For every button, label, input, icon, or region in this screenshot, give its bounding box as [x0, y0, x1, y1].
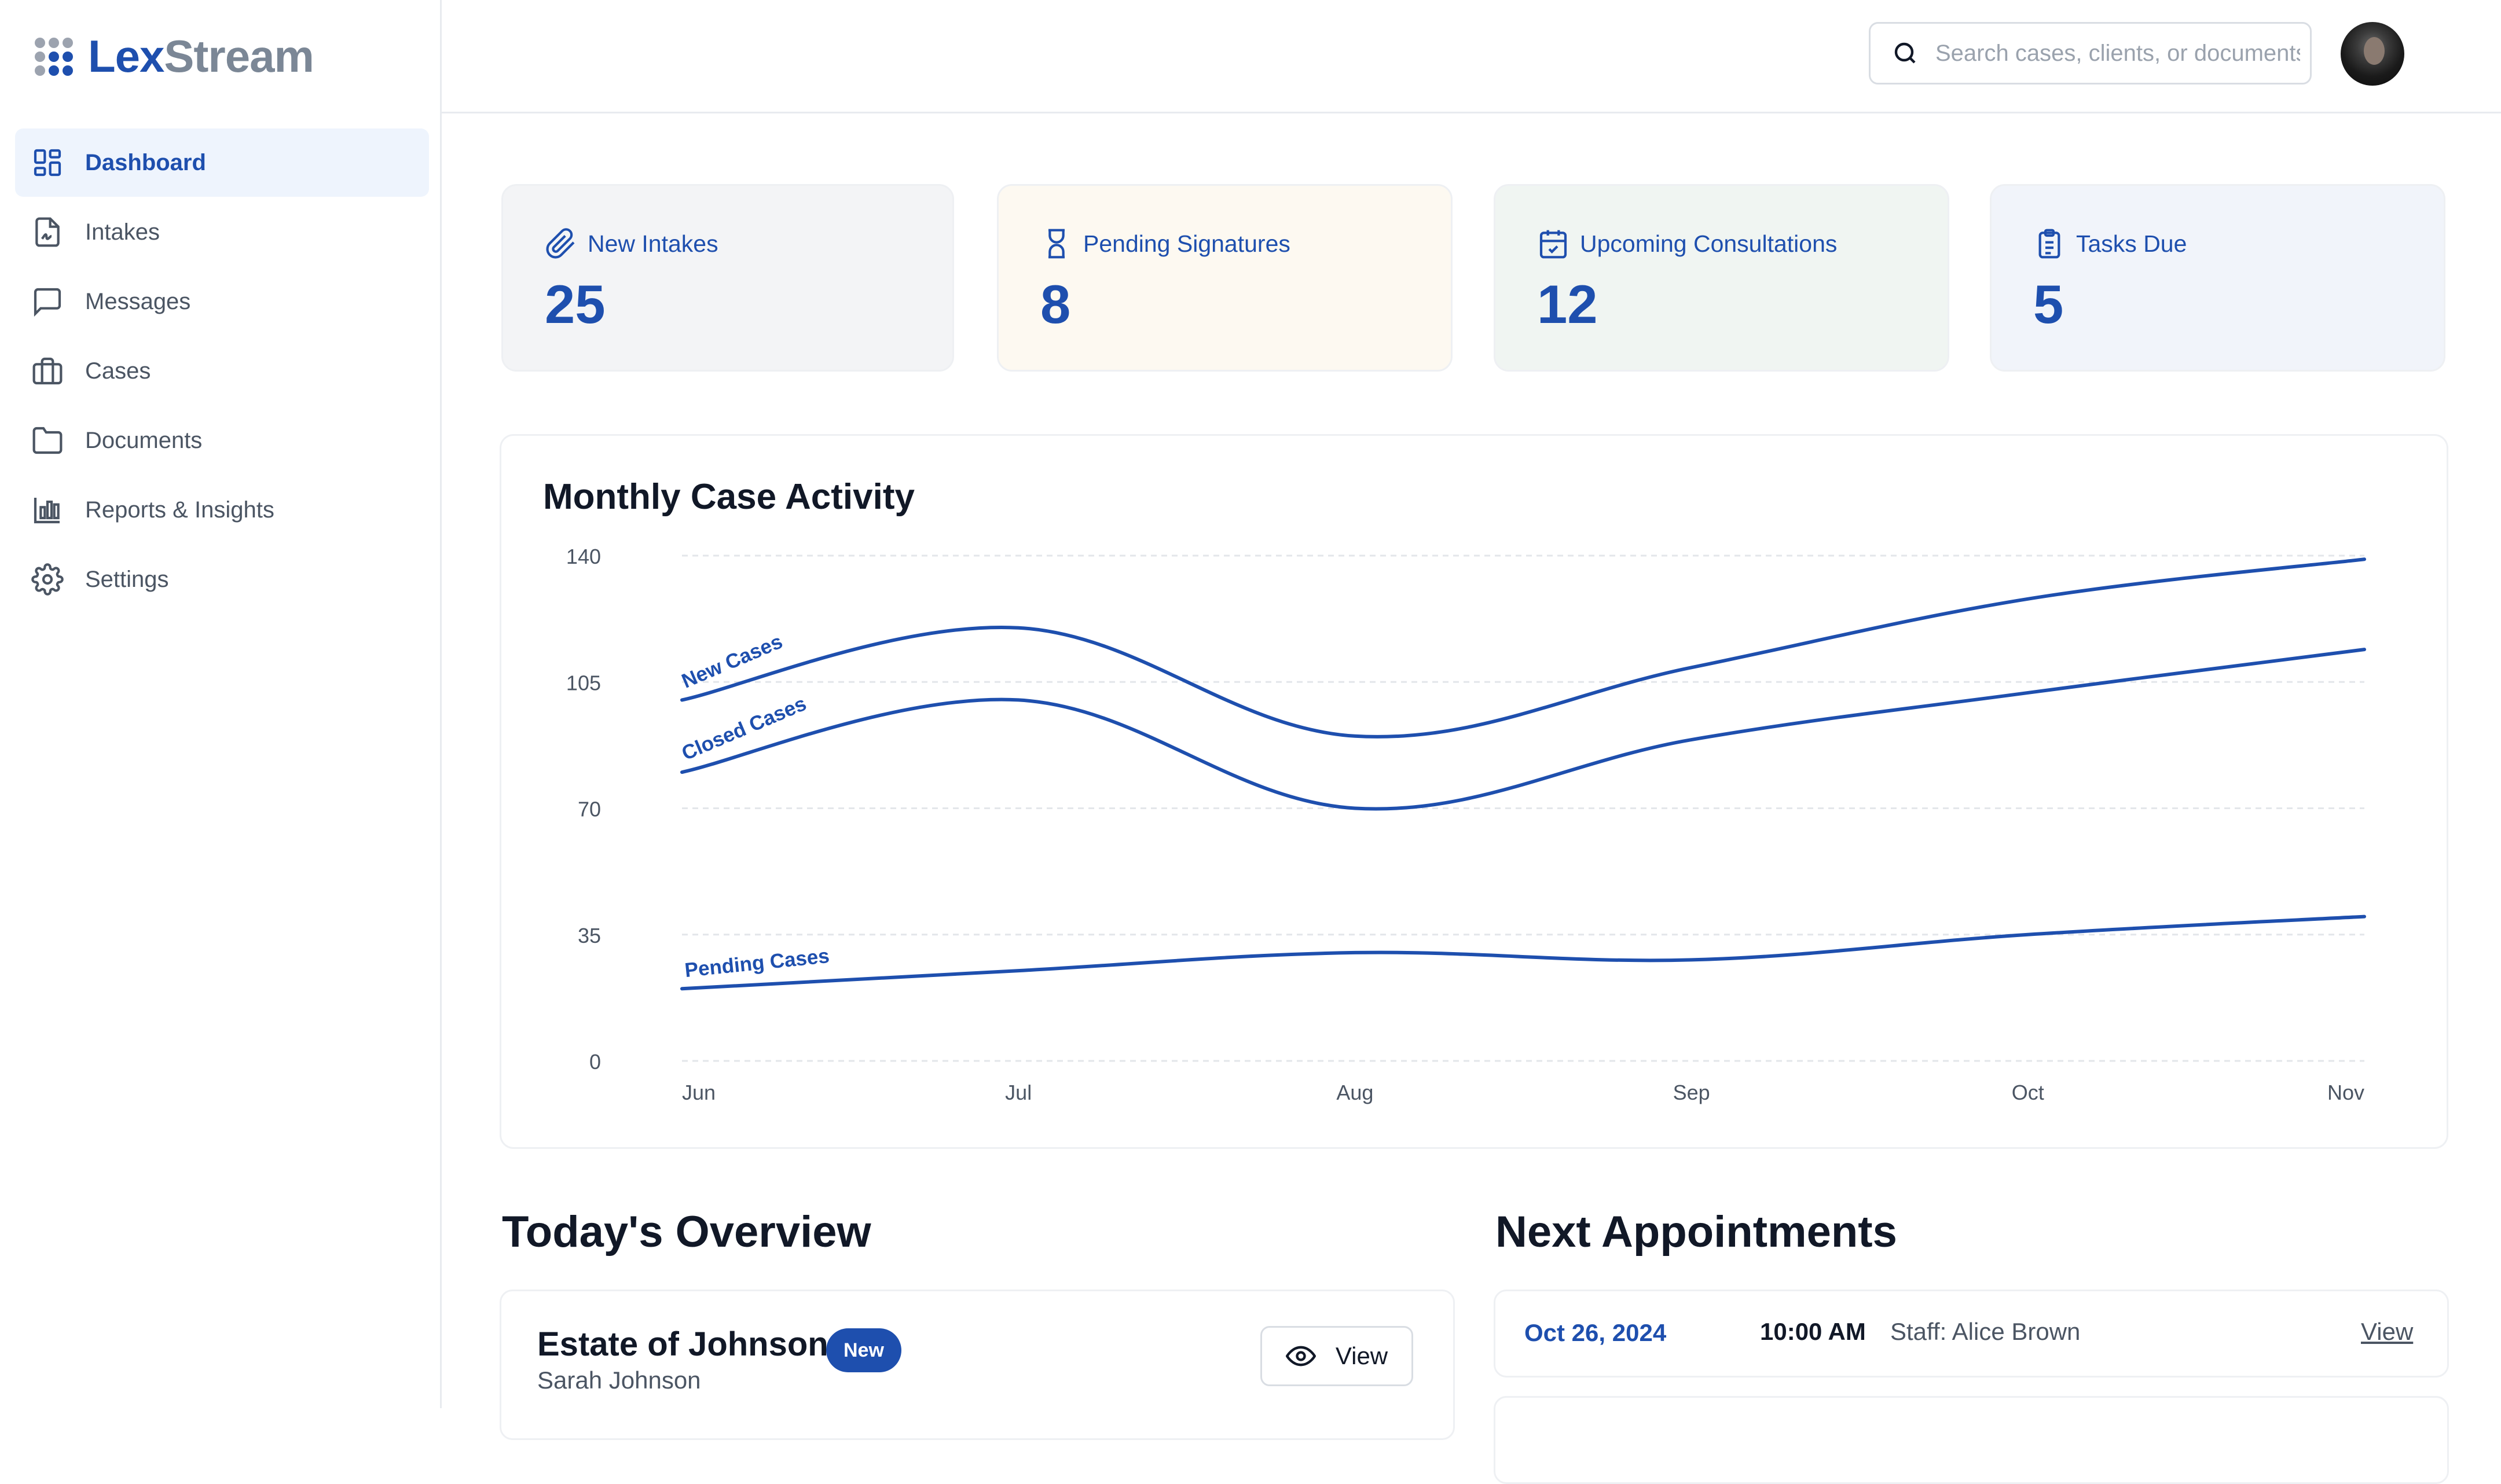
stat-label: Upcoming Consultations [1580, 230, 1838, 257]
search-box[interactable] [1869, 22, 2312, 85]
search-input[interactable] [1934, 39, 2301, 67]
x-tick-label: Jun [682, 1081, 716, 1104]
sidebar-item-cases[interactable]: Cases [15, 337, 429, 405]
sidebar-item-messages[interactable]: Messages [15, 267, 429, 336]
appointment-row[interactable]: Oct 26, 2024 10:00 AM Staff: Alice Brown… [1494, 1290, 2449, 1378]
x-tick-label: Oct [2012, 1081, 2044, 1104]
stat-value: 8 [1040, 274, 1071, 335]
hourglass-icon [1048, 229, 1065, 259]
chart-title: Monthly Case Activity [543, 477, 915, 517]
folder-icon [32, 427, 63, 454]
sidebar-item-intakes[interactable]: Intakes [15, 198, 429, 266]
stat-card-tasks-due[interactable]: Tasks Due 5 [1990, 184, 2445, 372]
x-tick-label: Sep [1673, 1081, 1710, 1104]
view-case-button[interactable]: View [1260, 1326, 1413, 1386]
overview-title: Today's Overview [502, 1207, 871, 1257]
y-tick-label: 70 [578, 798, 601, 821]
appointment-row-partial[interactable] [1494, 1396, 2449, 1484]
appointment-staff: Staff: Alice Brown [1890, 1318, 2081, 1345]
brand-name: LexStream [88, 31, 314, 82]
series-line [680, 914, 2366, 991]
overview-item[interactable]: Estate of Johnson New Sarah Johnson View [500, 1290, 1455, 1440]
bar-chart-icon [34, 498, 60, 524]
chart-card: Monthly Case Activity 0 35 70 105 140 Jun Jul A… [500, 434, 2448, 1149]
series-line [680, 557, 2366, 739]
stat-label: Tasks Due [2076, 230, 2187, 257]
avatar-face [2364, 37, 2385, 65]
dashboard-grid-icon [34, 149, 61, 177]
sidebar-nav: Dashboard Intakes Messages Cases Documen… [15, 128, 429, 615]
case-title: Estate of Johnson [537, 1325, 828, 1363]
clipboard-list-icon [2038, 229, 2060, 259]
sidebar: LexStream Dashboard Intakes Messages Cas… [0, 0, 442, 1408]
appointments-title: Next Appointments [1495, 1207, 1897, 1257]
sidebar-item-label: Dashboard [85, 149, 206, 175]
gear-icon [31, 563, 64, 596]
stat-value: 25 [545, 274, 606, 335]
app-logo[interactable]: LexStream [35, 29, 314, 84]
appointment-date: Oct 26, 2024 [1524, 1319, 1667, 1346]
stat-card-pending-signatures[interactable]: Pending Signatures 8 [997, 184, 1453, 372]
user-avatar[interactable] [2341, 22, 2404, 86]
calendar-check-icon [1539, 230, 1567, 259]
eye-icon [1285, 1346, 1316, 1367]
stat-label: Pending Signatures [1083, 230, 1290, 257]
appointment-time: 10:00 AM [1760, 1318, 1866, 1345]
y-tick-label: 140 [566, 545, 601, 568]
view-button-label: View [1335, 1342, 1388, 1369]
y-tick-label: 0 [589, 1050, 601, 1074]
sidebar-item-reports[interactable]: Reports & Insights [15, 476, 429, 544]
series-label: Pending Cases [684, 945, 831, 982]
search-icon [1894, 42, 1916, 64]
x-tick-label: Aug [1336, 1081, 1373, 1104]
sidebar-item-label: Documents [85, 427, 203, 453]
sidebar-item-documents[interactable]: Documents [15, 406, 429, 475]
y-tick-label: 105 [566, 671, 601, 695]
sidebar-item-settings[interactable]: Settings [15, 545, 429, 614]
stat-label: New Intakes [588, 230, 718, 257]
sidebar-item-label: Intakes [85, 219, 160, 245]
sidebar-item-label: Cases [85, 358, 151, 384]
sidebar-item-label: Reports & Insights [85, 497, 274, 523]
paperclip-icon [546, 228, 575, 259]
stat-value: 5 [2033, 274, 2064, 335]
series-label: New Cases [679, 630, 786, 693]
sidebar-item-label: Settings [85, 566, 169, 592]
file-signature-icon [35, 217, 60, 247]
series-line [680, 648, 2366, 811]
stat-card-upcoming-consultations[interactable]: Upcoming Consultations 12 [1494, 184, 1949, 372]
message-square-icon [34, 288, 61, 317]
briefcase-icon [32, 357, 63, 385]
client-name: Sarah Johnson [537, 1367, 701, 1394]
stat-value: 12 [1537, 274, 1598, 335]
logo-dots-icon [35, 37, 73, 76]
y-tick-label: 35 [578, 924, 601, 947]
sidebar-item-dashboard[interactable]: Dashboard [15, 128, 429, 197]
top-bar [442, 0, 2501, 113]
status-badge: New [826, 1328, 901, 1372]
x-tick-label: Jul [1005, 1081, 1032, 1104]
sidebar-item-label: Messages [85, 288, 191, 314]
x-tick-label: Nov [2327, 1081, 2364, 1104]
stat-card-new-intakes[interactable]: New Intakes 25 [501, 184, 954, 372]
view-appointment-link[interactable]: View [2361, 1318, 2414, 1345]
